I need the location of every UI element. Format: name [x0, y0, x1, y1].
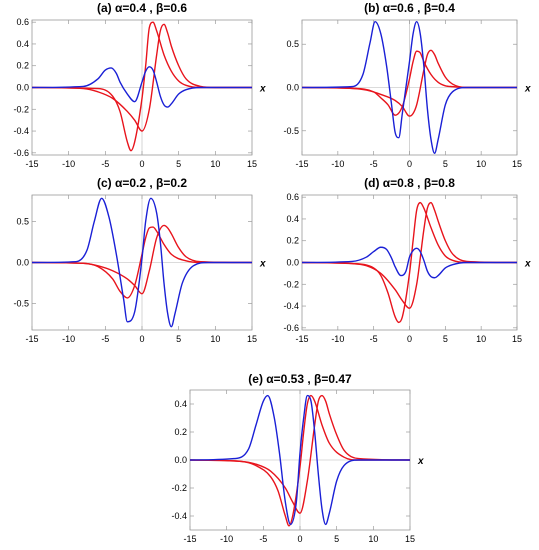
x-tick-label: -10 — [331, 334, 344, 344]
x-axis-label: x — [524, 84, 531, 95]
y-tick-label: 0.4 — [16, 39, 29, 49]
y-tick-label: -0.5 — [283, 126, 299, 136]
y-tick-label: 0.5 — [286, 39, 299, 49]
x-axis-label: x — [259, 259, 266, 270]
x-tick-label: -5 — [101, 159, 109, 169]
x-tick-label: 10 — [476, 334, 486, 344]
y-tick-label: 0.0 — [174, 455, 187, 465]
series-line-red — [301, 201, 517, 324]
y-tick-label: 0.6 — [286, 192, 299, 202]
x-tick-label: 5 — [176, 334, 181, 344]
x-tick-label: -5 — [259, 534, 267, 544]
x-tick-label: -10 — [62, 159, 75, 169]
y-tick-label: -0.4 — [13, 126, 29, 136]
x-tick-label: 0 — [139, 334, 144, 344]
panel-title: (d) α=0.8 , β=0.8 — [364, 176, 455, 190]
series-line-red — [189, 394, 410, 527]
y-tick-label: -0.6 — [283, 323, 299, 333]
y-tick-label: 0.6 — [16, 17, 29, 27]
y-tick-label: -0.2 — [283, 279, 299, 289]
x-tick-label: 15 — [512, 159, 522, 169]
x-tick-label: 15 — [247, 159, 257, 169]
x-tick-label: 0 — [139, 159, 144, 169]
series-line-red — [31, 23, 252, 132]
x-tick-label: 5 — [443, 159, 448, 169]
chart-panel: (e) α=0.53 , β=0.47 -15 -10 -5 0 5 10 15 -0.4 -0.… — [171, 372, 424, 544]
x-tick-label: 10 — [476, 159, 486, 169]
chart-panel: (c) α=0.2 , β=0.2 -15 -10 -5 0 5 10 15 -0.5 0.0 0.… — [13, 176, 266, 344]
x-tick-label: 5 — [443, 334, 448, 344]
x-tick-label: -15 — [25, 159, 38, 169]
series-line-red — [301, 49, 517, 117]
y-tick-label: 0.2 — [174, 427, 187, 437]
x-tick-label: -10 — [62, 334, 75, 344]
x-tick-label: -15 — [25, 334, 38, 344]
x-tick-label: -15 — [295, 159, 308, 169]
series-line-blue — [301, 246, 517, 279]
x-tick-label: -10 — [331, 159, 344, 169]
series-line-blue — [189, 394, 410, 526]
x-tick-label: -5 — [370, 334, 378, 344]
x-tick-label: 15 — [247, 334, 257, 344]
y-tick-label: -0.5 — [13, 299, 29, 309]
y-tick-label: 0.0 — [16, 258, 29, 268]
series-line-blue — [31, 66, 252, 108]
series-line-red — [31, 21, 252, 152]
x-tick-label: 0 — [407, 334, 412, 344]
y-tick-label: 0.0 — [286, 258, 299, 268]
y-tick-label: 0.2 — [286, 236, 299, 246]
chart-panel: (a) α=0.4 , β=0.6 -15 -10 -5 0 5 10 15 -0.6 -0.4 -… — [13, 1, 266, 169]
y-tick-label: 0.4 — [174, 399, 187, 409]
y-tick-label: 0.0 — [286, 83, 299, 93]
x-tick-label: -15 — [183, 534, 196, 544]
y-tick-label: -0.2 — [13, 104, 29, 114]
x-tick-label: 15 — [512, 334, 522, 344]
x-tick-label: 5 — [176, 159, 181, 169]
panel-title: (b) α=0.6 , β=0.4 — [364, 1, 455, 15]
x-tick-label: 15 — [405, 534, 415, 544]
series-line-red — [189, 394, 411, 514]
x-tick-label: -5 — [101, 334, 109, 344]
chart-panel: (b) α=0.6 , β=0.4 -15 -10 -5 0 5 10 15 -0.5 0.0 0.… — [283, 1, 531, 169]
x-axis-label: x — [524, 259, 531, 270]
y-tick-label: -0.4 — [171, 511, 187, 521]
x-tick-label: 0 — [297, 534, 302, 544]
x-axis-label: x — [259, 84, 266, 95]
series-line-red — [301, 50, 517, 116]
y-tick-label: 0.0 — [16, 83, 29, 93]
y-tick-label: -0.2 — [171, 483, 187, 493]
panel-title: (a) α=0.4 , β=0.6 — [97, 1, 187, 15]
x-tick-label: 10 — [368, 534, 378, 544]
x-tick-label: -15 — [295, 334, 308, 344]
series-line-red — [31, 226, 252, 299]
y-tick-label: -0.4 — [283, 301, 299, 311]
y-tick-label: 0.2 — [16, 61, 29, 71]
x-tick-label: 5 — [334, 534, 339, 544]
series-line-blue — [301, 21, 517, 154]
x-tick-label: 10 — [210, 159, 220, 169]
x-tick-label: 0 — [407, 159, 412, 169]
y-tick-label: 0.4 — [286, 214, 299, 224]
panel-title: (c) α=0.2 , β=0.2 — [97, 176, 187, 190]
y-tick-label: 0.5 — [16, 216, 29, 226]
chart-panel: (d) α=0.8 , β=0.8 -15 -10 -5 0 5 10 15 -0.6 -0.4 -… — [283, 176, 531, 344]
series-line-red — [31, 224, 253, 295]
series-line-red — [301, 201, 518, 309]
x-tick-label: -10 — [220, 534, 233, 544]
y-tick-label: -0.6 — [13, 148, 29, 158]
series-line-blue — [31, 197, 252, 328]
panel-title: (e) α=0.53 , β=0.47 — [248, 372, 352, 386]
x-tick-label: 10 — [210, 334, 220, 344]
x-axis-label: x — [417, 456, 424, 467]
x-tick-label: -5 — [370, 159, 378, 169]
